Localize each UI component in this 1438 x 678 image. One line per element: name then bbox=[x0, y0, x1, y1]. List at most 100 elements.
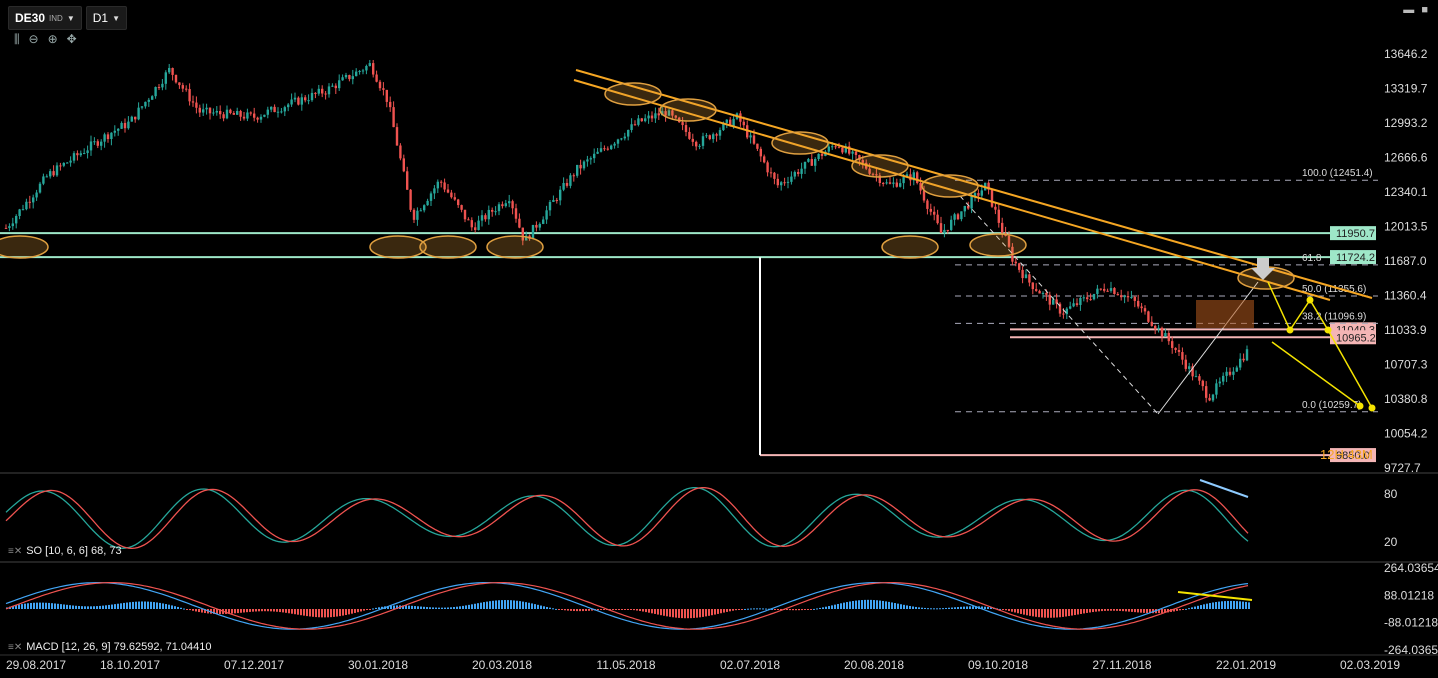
macd-histogram-bar bbox=[540, 605, 542, 609]
macd-histogram-bar bbox=[726, 609, 728, 612]
macd-histogram-bar bbox=[642, 609, 644, 612]
macd-histogram-bar bbox=[99, 605, 101, 609]
macd-histogram-bar bbox=[705, 609, 707, 617]
highlight-ellipse bbox=[0, 235, 49, 259]
candle-body bbox=[1242, 358, 1245, 361]
macd-histogram-bar bbox=[843, 602, 845, 609]
candle-body bbox=[341, 77, 344, 81]
macd-histogram-bar bbox=[141, 601, 143, 609]
macd-histogram-bar bbox=[465, 605, 467, 609]
macd-histogram-bar bbox=[333, 609, 335, 617]
macd-indicator-label[interactable]: ≡✕ MACD [12, 26, 9] 79.62592, 71.04410 bbox=[8, 641, 212, 653]
menu-icon[interactable]: ≡✕ bbox=[8, 641, 23, 653]
candle-body bbox=[327, 86, 331, 95]
candle-body bbox=[140, 106, 144, 108]
candle-body bbox=[395, 127, 399, 146]
macd-histogram-bar bbox=[228, 609, 230, 614]
macd-histogram-bar bbox=[174, 606, 176, 609]
candle-body bbox=[389, 101, 392, 108]
zoom-in-icon[interactable]: ⊕ bbox=[47, 32, 58, 46]
macd-histogram-bar bbox=[192, 609, 194, 611]
candle-body bbox=[810, 159, 813, 166]
candle-body bbox=[351, 76, 354, 80]
macd-histogram-bar bbox=[291, 609, 293, 614]
level-tag-label: 10965.2 bbox=[1336, 332, 1376, 344]
candle-body bbox=[623, 136, 626, 139]
candle-body bbox=[157, 87, 161, 89]
y-tick-label: 9727.7 bbox=[1384, 461, 1421, 475]
macd-histogram-bar bbox=[1188, 608, 1190, 610]
macd-histogram-bar bbox=[1242, 601, 1244, 609]
macd-histogram-bar bbox=[921, 607, 923, 609]
macd-histogram-bar bbox=[171, 605, 173, 609]
macd-histogram-bar bbox=[426, 607, 428, 609]
projection-arrow bbox=[1267, 281, 1291, 331]
macd-histogram-bar bbox=[936, 608, 938, 610]
candle-body bbox=[253, 113, 256, 118]
trend-line bbox=[959, 195, 1159, 415]
symbol-selector[interactable]: DE30 IND ▼ bbox=[8, 6, 82, 30]
candle-body bbox=[372, 63, 375, 75]
macd-histogram-bar bbox=[579, 609, 581, 612]
macd-histogram-bar bbox=[876, 600, 878, 609]
candle-body bbox=[1058, 303, 1062, 314]
candle-body bbox=[1191, 366, 1194, 377]
macd-histogram-bar bbox=[489, 601, 491, 609]
macd-histogram-bar bbox=[450, 607, 452, 609]
macd-histogram-bar bbox=[765, 608, 767, 610]
candle-body bbox=[215, 111, 218, 113]
candle-body bbox=[722, 122, 725, 131]
candle-body bbox=[32, 197, 35, 203]
candle-body bbox=[113, 130, 116, 133]
macd-histogram-bar bbox=[495, 600, 497, 609]
zoom-out-icon[interactable]: ⊖ bbox=[28, 32, 39, 46]
macd-histogram-bar bbox=[381, 606, 383, 609]
candle-body bbox=[950, 219, 953, 230]
candle-body bbox=[1109, 288, 1113, 291]
macd-histogram-bar bbox=[1017, 609, 1019, 614]
macd-histogram-bar bbox=[1158, 609, 1160, 614]
candle-body bbox=[1147, 311, 1150, 322]
macd-histogram-bar bbox=[216, 609, 218, 615]
candle-body bbox=[892, 182, 895, 184]
highlight-ellipse bbox=[881, 235, 939, 259]
window-controls[interactable]: ▬ ■ bbox=[1403, 4, 1430, 16]
level-tag-label: 11950.7 bbox=[1336, 228, 1375, 240]
macd-histogram-bar bbox=[354, 609, 356, 613]
move-icon[interactable]: ✥ bbox=[66, 32, 77, 46]
timeframe-selector[interactable]: D1 ▼ bbox=[85, 6, 127, 30]
macd-histogram-bar bbox=[915, 606, 917, 609]
candle-body bbox=[844, 146, 847, 153]
candle-body bbox=[858, 155, 861, 161]
macd-histogram-bar bbox=[30, 602, 32, 609]
candle-body bbox=[168, 68, 171, 73]
candle-body bbox=[426, 200, 429, 206]
candle-body bbox=[1150, 321, 1153, 326]
candle-body bbox=[545, 210, 548, 220]
highlight-ellipse bbox=[659, 98, 717, 122]
macd-histogram-bar bbox=[1053, 609, 1055, 618]
macd-histogram-bar bbox=[84, 606, 86, 609]
candle-body bbox=[749, 135, 752, 138]
candle-body bbox=[664, 111, 667, 116]
macd-histogram-bar bbox=[51, 603, 53, 609]
bars-icon[interactable]: ⫼ bbox=[14, 32, 20, 46]
macd-histogram-bar bbox=[615, 609, 617, 610]
candle-body bbox=[742, 121, 745, 126]
candle-body bbox=[1130, 297, 1133, 299]
candle-body bbox=[555, 199, 558, 201]
candle-body bbox=[882, 182, 885, 184]
macd-histogram-bar bbox=[138, 601, 140, 609]
candle-body bbox=[283, 107, 286, 112]
so-indicator-label[interactable]: ≡✕ SO [10, 6, 6] 68, 73 bbox=[8, 545, 122, 557]
candle-body bbox=[1174, 347, 1177, 350]
candle-body bbox=[1113, 288, 1116, 294]
macd-histogram-bar bbox=[417, 606, 419, 609]
macd-histogram-bar bbox=[78, 605, 80, 609]
candle-body bbox=[538, 223, 541, 228]
countdown-label: 12H 43M bbox=[1320, 447, 1373, 462]
macd-histogram-bar bbox=[180, 607, 182, 609]
menu-icon[interactable]: ≡✕ bbox=[8, 545, 23, 557]
macd-histogram-bar bbox=[1020, 609, 1022, 614]
